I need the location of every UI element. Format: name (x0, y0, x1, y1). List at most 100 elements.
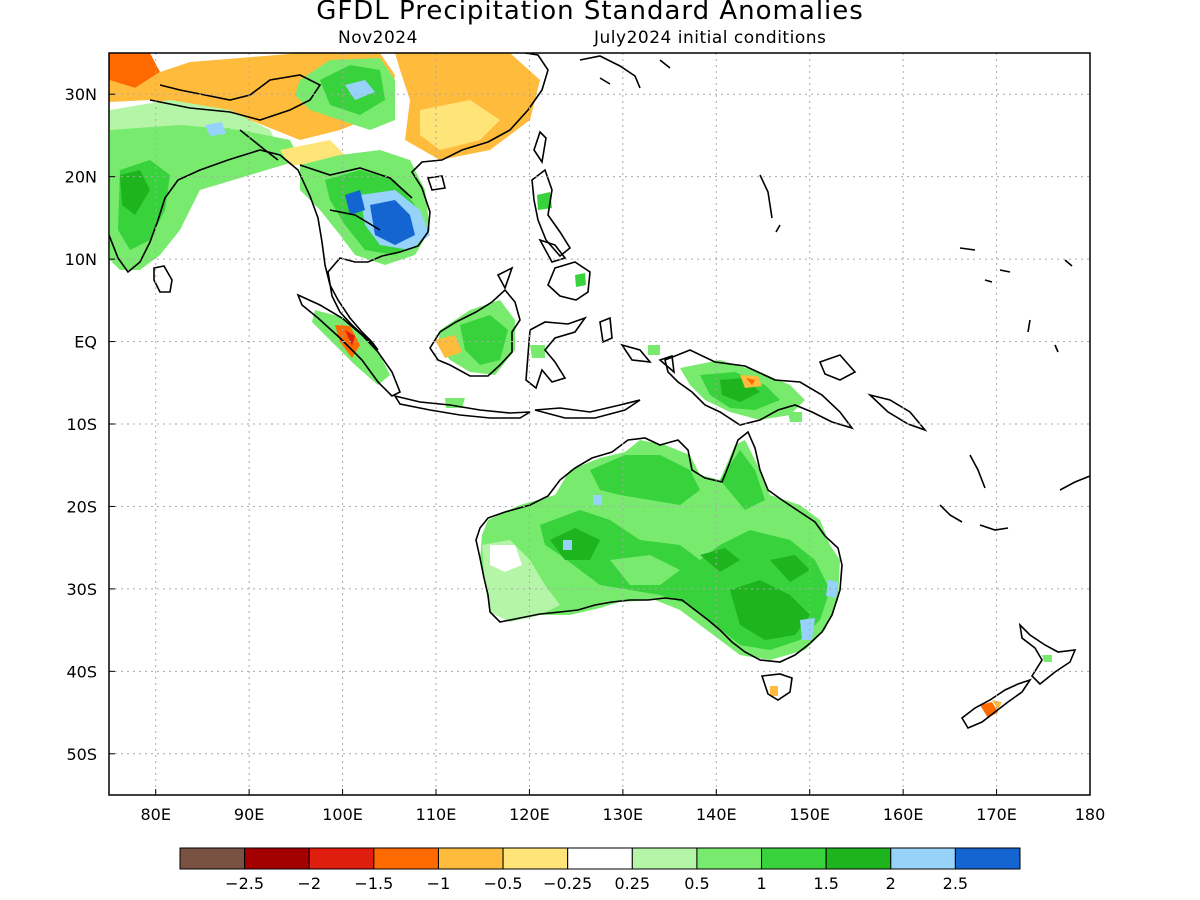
lon-label: 100E (322, 805, 363, 824)
colorbar-swatch (502, 847, 569, 870)
coastline-nz-north (1018, 622, 1077, 686)
lon-label: 90E (234, 805, 264, 824)
anomaly-region (495, 590, 525, 610)
colorbar-label: 0.25 (614, 874, 650, 893)
anomaly-region (700, 548, 740, 572)
anomaly-region (746, 378, 755, 385)
colorbar-swatch (761, 847, 827, 870)
coastline-visayas (496, 238, 567, 290)
colorbar-label: −0.25 (543, 874, 592, 893)
coastline-hainan (426, 175, 446, 191)
coastline-asia-interior (239, 129, 413, 231)
lat-label: 40S (66, 662, 97, 681)
anomaly-region (530, 345, 545, 358)
colorbar: −2.5 −2 −1.5 −1 −0.5 −0.25 0.25 0.5 1 1.5 2 2.5 (179, 847, 1021, 893)
initial-conditions: July2024 initial conditions (594, 28, 827, 48)
colorbar-label: −2 (297, 874, 321, 893)
gridlines (109, 53, 1090, 795)
anomaly-region (770, 686, 778, 696)
coastlines (109, 53, 1090, 730)
anomaly-region (345, 80, 375, 100)
coastline-japan-south (579, 55, 671, 89)
colorbar-swatch (954, 847, 1021, 870)
colorbar-swatch (825, 847, 892, 870)
anomaly-region (550, 528, 600, 560)
coastline-luzon (531, 168, 572, 258)
colorbar-label: 1 (756, 874, 766, 893)
anomaly-region (537, 192, 552, 210)
coastline-solomons (867, 393, 928, 432)
lat-label: 30S (66, 580, 97, 599)
colorbar-label: 1.5 (813, 874, 838, 893)
coastline-tasmania (760, 673, 793, 701)
anomaly-region (770, 555, 810, 582)
anomaly-region (992, 700, 1002, 710)
anomaly-region (788, 412, 802, 422)
coastline-java (393, 394, 531, 419)
lon-label: 160E (883, 805, 924, 824)
anomaly-region (1042, 655, 1052, 662)
lon-axis-labels: 80E 90E 100E 110E 120E 130E 140E 150E 160E 170E 18… (140, 789, 1105, 824)
lat-label: 50S (66, 745, 97, 764)
colorbar-swatch (244, 847, 310, 870)
anomaly-region (110, 125, 300, 270)
coastline-new-britain (818, 354, 857, 381)
coastline-lesser-sunda (534, 399, 641, 419)
colorbar-swatch (437, 847, 504, 870)
plot-frame (108, 52, 1091, 796)
colorbar-swatch (567, 847, 633, 870)
colorbar-swatch (373, 847, 439, 870)
anomaly-region (593, 495, 602, 505)
colorbar-swatch (308, 847, 375, 870)
anomaly-region (345, 330, 355, 346)
anomaly-region (370, 200, 415, 245)
anomaly-region (575, 273, 586, 287)
colorbar-label: −1 (427, 874, 451, 893)
anomaly-region (490, 545, 522, 572)
colorbar-swatch (631, 847, 698, 870)
colorbar-label: 2.5 (943, 874, 968, 893)
coastline-pacific-islands (759, 174, 1090, 531)
coastline-sri-lanka (153, 265, 173, 293)
coastline-mindanao (547, 261, 591, 301)
coastline-nz-south (960, 678, 1032, 730)
lon-label: 120E (509, 805, 550, 824)
lat-label: 20S (66, 497, 97, 516)
anomaly-region (826, 580, 838, 598)
lon-label: 110E (416, 805, 457, 824)
colorbar-label: 2 (886, 874, 896, 893)
anomaly-region (610, 555, 680, 585)
anomaly-region (185, 128, 245, 175)
anomaly-region (109, 53, 160, 88)
lat-label: EQ (74, 333, 97, 352)
colorbar-swatch (179, 847, 246, 870)
lat-label: 30N (65, 85, 97, 104)
coastline-taiwan (533, 130, 547, 165)
lat-label: 10S (66, 415, 97, 434)
anomaly-region (435, 335, 462, 358)
anomaly-region (120, 170, 150, 215)
anomaly-region (563, 540, 572, 550)
forecast-month: Nov2024 (338, 28, 418, 48)
lat-label: 20N (65, 168, 97, 187)
coastline-australia (475, 430, 843, 663)
anomaly-region (590, 455, 700, 505)
colorbar-label: −2.5 (225, 874, 264, 893)
map-title: GFDL Precipitation Standard Anomalies (316, 0, 864, 26)
anomaly-region (720, 450, 765, 510)
anomaly-region (460, 315, 508, 365)
coastline-new-guinea (664, 349, 855, 430)
lat-axis-labels: 30N 20N 10N EQ 10S 20S 30S 40S 50S (65, 85, 115, 764)
lon-label: 180 (1075, 805, 1106, 824)
lon-label: 140E (696, 805, 737, 824)
lon-label: 80E (140, 805, 170, 824)
coastline-sulawesi (525, 316, 588, 390)
anomaly-region (205, 122, 226, 136)
lon-label: 130E (603, 805, 644, 824)
colorbar-swatch (890, 847, 956, 870)
anomaly-region (730, 580, 810, 640)
anomaly-region (345, 190, 365, 215)
anomaly-region (800, 618, 815, 640)
lon-label: 150E (789, 805, 830, 824)
